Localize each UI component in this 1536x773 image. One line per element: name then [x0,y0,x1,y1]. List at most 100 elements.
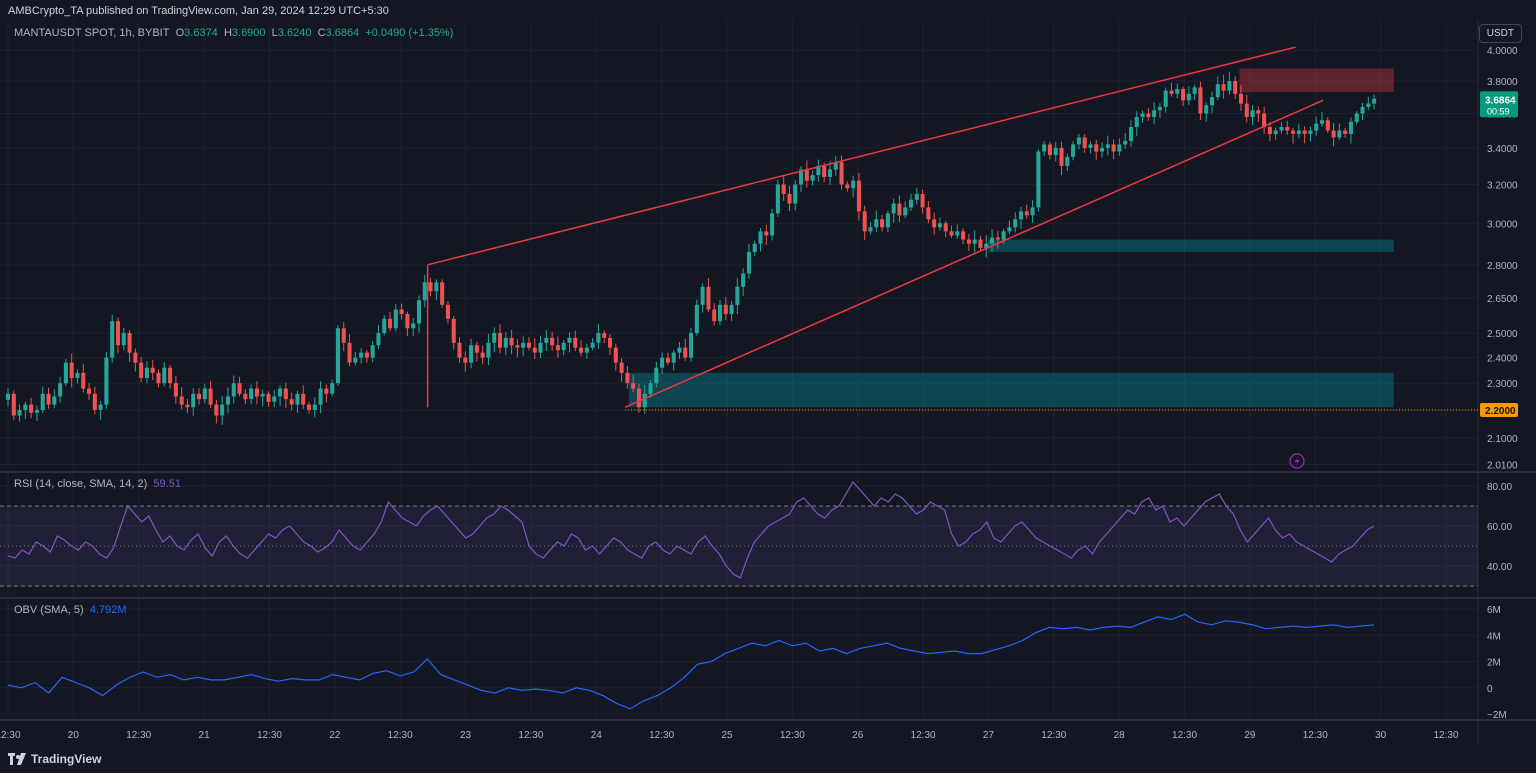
rsi-tick-label: 80.00 [1487,482,1512,493]
candle-up [1209,97,1215,106]
candle-up [1001,231,1006,240]
candle-up [984,243,989,248]
price-tick-label: 3.0000 [1487,219,1518,230]
candle-up [1013,219,1018,228]
candle-down [11,393,16,416]
candle-up [75,372,80,379]
price-tick-label: 2.0100 [1487,460,1518,471]
candle-up [1279,127,1284,131]
candle-up [295,393,300,405]
support-price-badge: 2.2000 [1480,403,1518,417]
candle-up [567,337,572,343]
candle-down [555,345,560,351]
candle-down [1111,144,1116,152]
price-tick-label: 2.3000 [1487,379,1518,390]
candle-down [613,347,618,363]
candle-down [1169,90,1174,94]
candle-down [764,231,769,236]
candle-up [330,383,335,394]
candle-up [1192,87,1197,94]
candle-up [689,333,694,358]
currency-button[interactable]: USDT [1478,24,1522,43]
candle-up [370,345,375,358]
candle-up [694,304,699,334]
time-tick-label: 12:30 [126,730,151,741]
candle-up [868,227,873,232]
candle-down [1291,130,1296,134]
close-label: C [317,27,326,39]
candle-down [283,388,288,400]
low-value: 3.6240 [277,27,312,39]
candle-down [498,333,503,348]
candle-up [799,169,804,185]
time-tick-label: 30 [1375,730,1387,741]
candle-down [214,404,219,416]
candle-down [1343,130,1348,134]
candle-down [29,404,34,413]
candle-up [827,169,833,177]
time-tick-label: 24 [591,730,603,741]
candle-up [34,410,39,413]
candle-down [46,393,51,405]
footer-bar: TradingView [0,745,1536,773]
candle-down [87,388,92,394]
candle-up [492,333,497,343]
time-tick-label: 28 [1114,730,1126,741]
candle-down [150,367,155,373]
candle-down [324,388,329,394]
candle-down [133,352,138,363]
time-tick-label: 23 [460,730,472,741]
candle-up [810,175,815,181]
candle-down [602,333,607,338]
candle-down [1094,144,1099,152]
candle-up [1076,137,1081,145]
candle-down [168,367,173,384]
candle-down [1238,93,1243,104]
low-demand-zone [628,372,1394,408]
candle-up [416,300,422,324]
candle-up [937,223,942,228]
open-value: 3.6374 [184,27,218,39]
candle-up [677,347,682,353]
candle-up [1053,147,1058,156]
candle-down [185,404,190,408]
candle-down [306,404,312,410]
candle-down [1325,120,1330,131]
candle-up [1117,144,1122,152]
candle-down [301,393,306,405]
candle-up [1360,106,1365,114]
candle-up [335,328,340,384]
candle-up [1163,90,1168,107]
candle-up [596,333,601,343]
rsi-legend: RSI (14, close, SMA, 14, 2) 59.51 [14,478,181,490]
candle-down [440,282,445,305]
candle-down [920,193,925,208]
candle-up [972,239,977,244]
candle-up [1354,113,1359,122]
candle-up [225,396,230,405]
candle-down [1302,130,1307,134]
candle-up [752,243,757,253]
candle-down [787,193,792,204]
candle-up [1100,147,1105,152]
candle-down [81,372,86,389]
candle-up [144,367,149,379]
candle-down [457,342,462,358]
candle-up [1036,151,1041,208]
candle-up [191,393,196,408]
candle-up [775,184,780,214]
rsi-pane: 80.00 60.00 40.00 [0,480,1512,587]
time-tick-label: 26 [852,730,864,741]
candle-up [503,337,508,348]
candle-down [926,207,931,220]
candle-down [625,372,630,384]
candle-up [63,362,68,384]
candle-up [318,388,323,405]
candle-down [665,357,670,363]
candle-up [1308,130,1313,134]
candle-down [399,309,404,315]
candle-up [1314,123,1319,131]
candle-down [723,304,728,315]
price-tick-label: 3.8000 [1487,77,1518,88]
